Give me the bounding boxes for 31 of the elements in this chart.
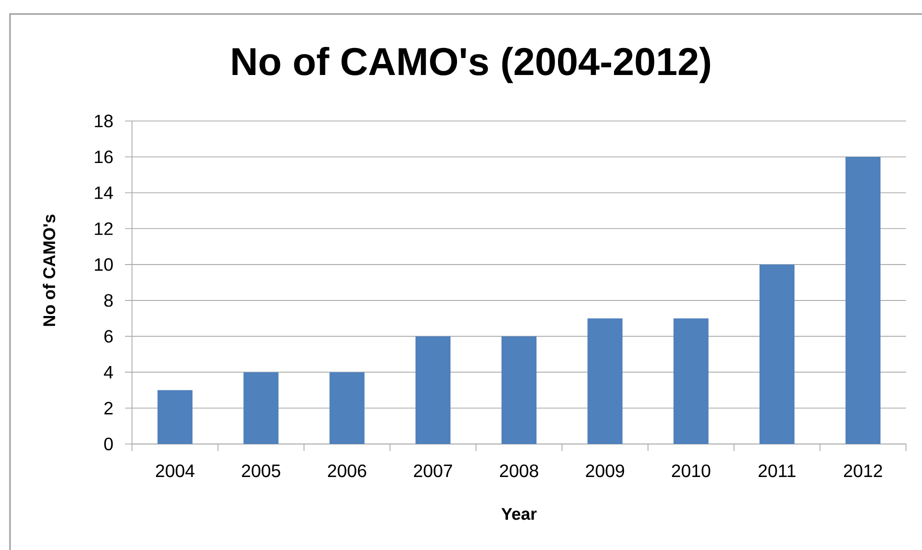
y-tick-label: 0 — [104, 438, 113, 450]
bar — [760, 264, 795, 444]
y-tick-label: 12 — [94, 222, 113, 235]
x-tick-label: 2011 — [758, 464, 796, 478]
x-axis-title: Year — [501, 508, 537, 520]
bar — [330, 372, 365, 444]
y-tick-label: 2 — [104, 402, 113, 414]
y-tick-label: 4 — [104, 366, 113, 378]
x-tick-label: 2009 — [586, 464, 624, 478]
x-tick-label: 2008 — [500, 464, 538, 478]
y-tick-label: 14 — [94, 186, 113, 199]
bar — [502, 336, 537, 444]
bar — [846, 156, 881, 444]
y-tick-label: 18 — [94, 114, 113, 128]
x-tick-label: 2012 — [844, 464, 882, 478]
x-tick-label: 2004 — [156, 464, 194, 478]
x-tick-label: 2006 — [328, 464, 366, 478]
bar — [674, 318, 709, 444]
y-axis-title: No of CAMO's — [42, 214, 56, 326]
bar — [588, 318, 623, 444]
x-tick-label: 2010 — [672, 464, 710, 478]
bar — [416, 336, 451, 444]
x-tick-label: 2005 — [242, 464, 280, 478]
y-tick-label: 10 — [94, 258, 113, 271]
x-tick-label: 2007 — [414, 464, 452, 478]
y-tick-label: 6 — [104, 330, 113, 343]
bar — [244, 372, 279, 444]
chart-title: No of CAMO's (2004-2012) — [232, 46, 710, 84]
y-tick-label: 16 — [94, 150, 113, 164]
y-tick-label: 8 — [104, 294, 113, 307]
bar — [158, 390, 193, 444]
